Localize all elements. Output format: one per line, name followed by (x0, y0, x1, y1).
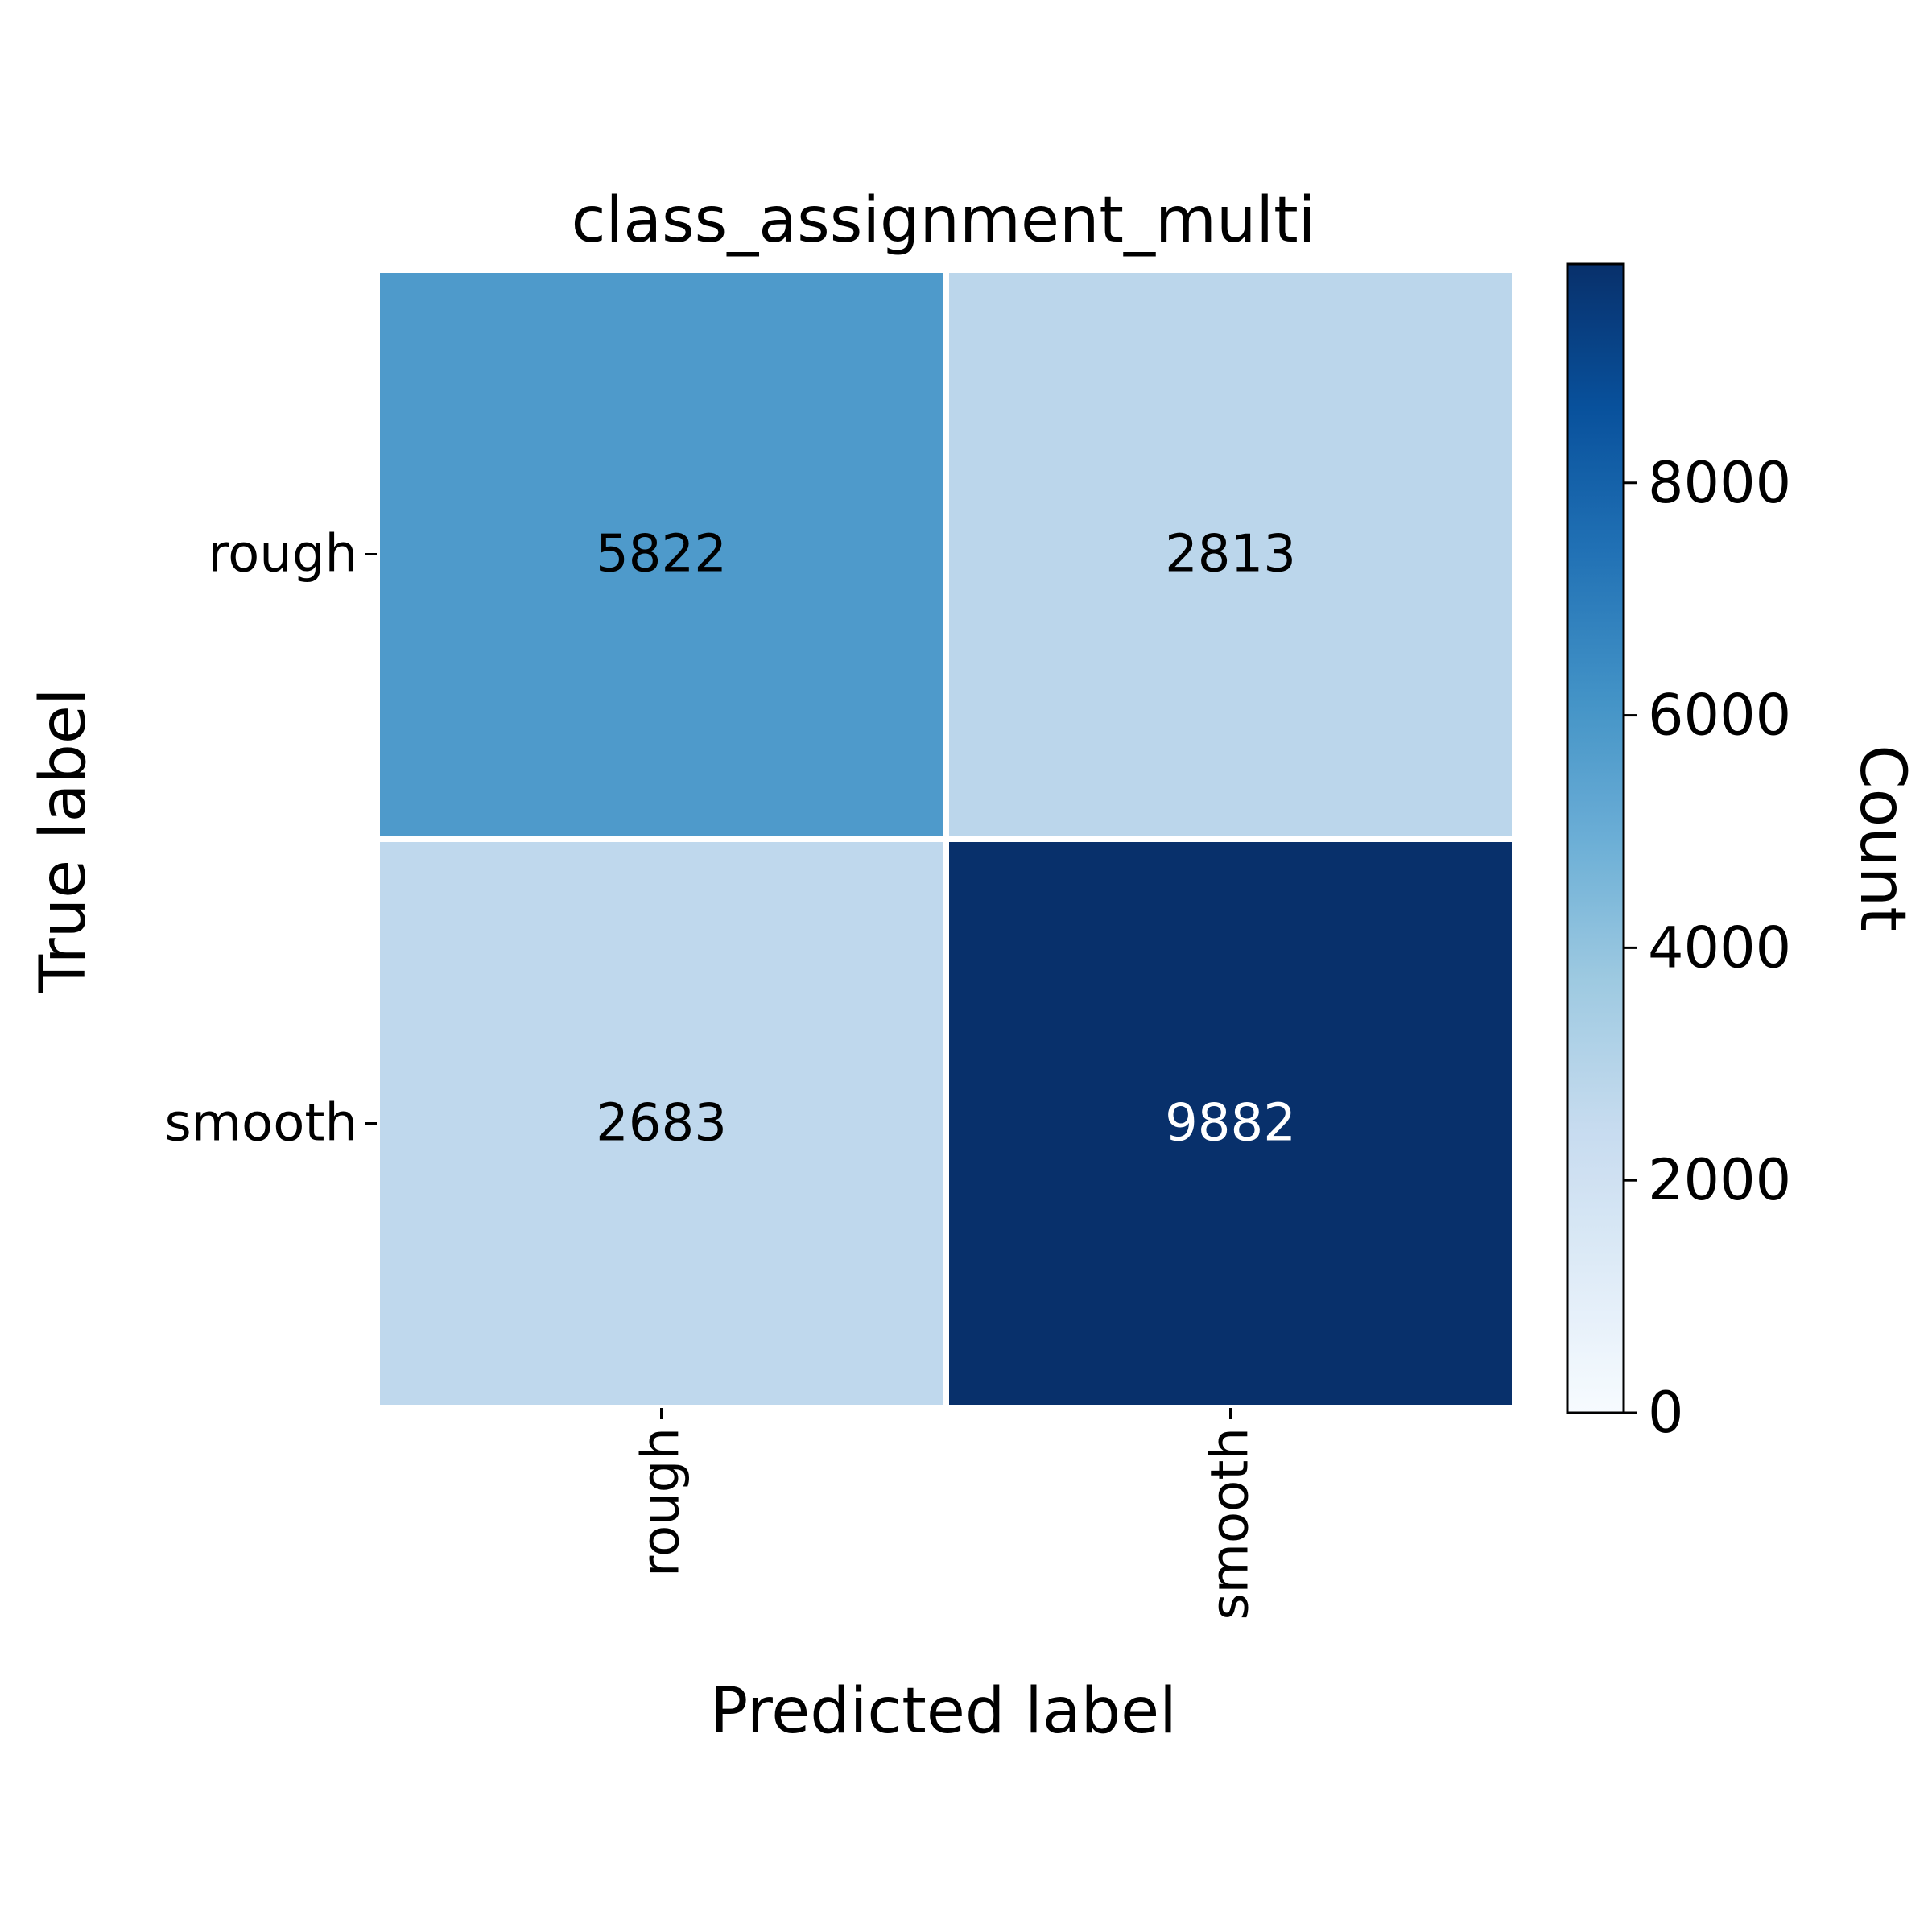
x-tick-label: rough (632, 1427, 691, 1577)
heatmap-cell (380, 842, 943, 1405)
heatmap-cell (949, 842, 1512, 1405)
x-axis-label: Predicted label (710, 1675, 1177, 1748)
colorbar-label: Count (1846, 745, 1918, 931)
colorbar-tick-label: 0 (1648, 1380, 1684, 1446)
colorbar-ticks: 0 2000 4000 6000 8000 (1624, 450, 1791, 1446)
colorbar-tick-label: 4000 (1648, 914, 1791, 980)
colorbar-tick-label: 6000 (1648, 683, 1791, 749)
colorbar: 0 2000 4000 6000 8000 Count (1566, 262, 1918, 1446)
colorbar-tick-label: 8000 (1648, 450, 1791, 516)
chart-title: class_assignment_multi (572, 184, 1316, 257)
heatmap-cell (949, 273, 1512, 836)
cell-value-label: 5822 (596, 525, 727, 584)
cell-value-label: 2683 (596, 1094, 727, 1154)
x-tick-label: smooth (1201, 1427, 1261, 1620)
y-tick-label: rough (208, 525, 357, 584)
cell-value-label: 2813 (1165, 525, 1296, 584)
y-axis: rough smooth (164, 525, 377, 1154)
y-tick-label: smooth (164, 1094, 357, 1154)
heatmap-cell (380, 273, 943, 836)
colorbar-tick-label: 2000 (1648, 1147, 1791, 1213)
colorbar-gradient (1566, 262, 1625, 1414)
heatmap-cells (380, 273, 1512, 1405)
heatmap-cell-labels: 5822 2813 2683 9882 (596, 525, 1296, 1154)
y-axis-label: True label (27, 687, 100, 993)
x-axis: rough smooth (632, 1408, 1261, 1620)
cell-value-label: 9882 (1165, 1094, 1296, 1154)
